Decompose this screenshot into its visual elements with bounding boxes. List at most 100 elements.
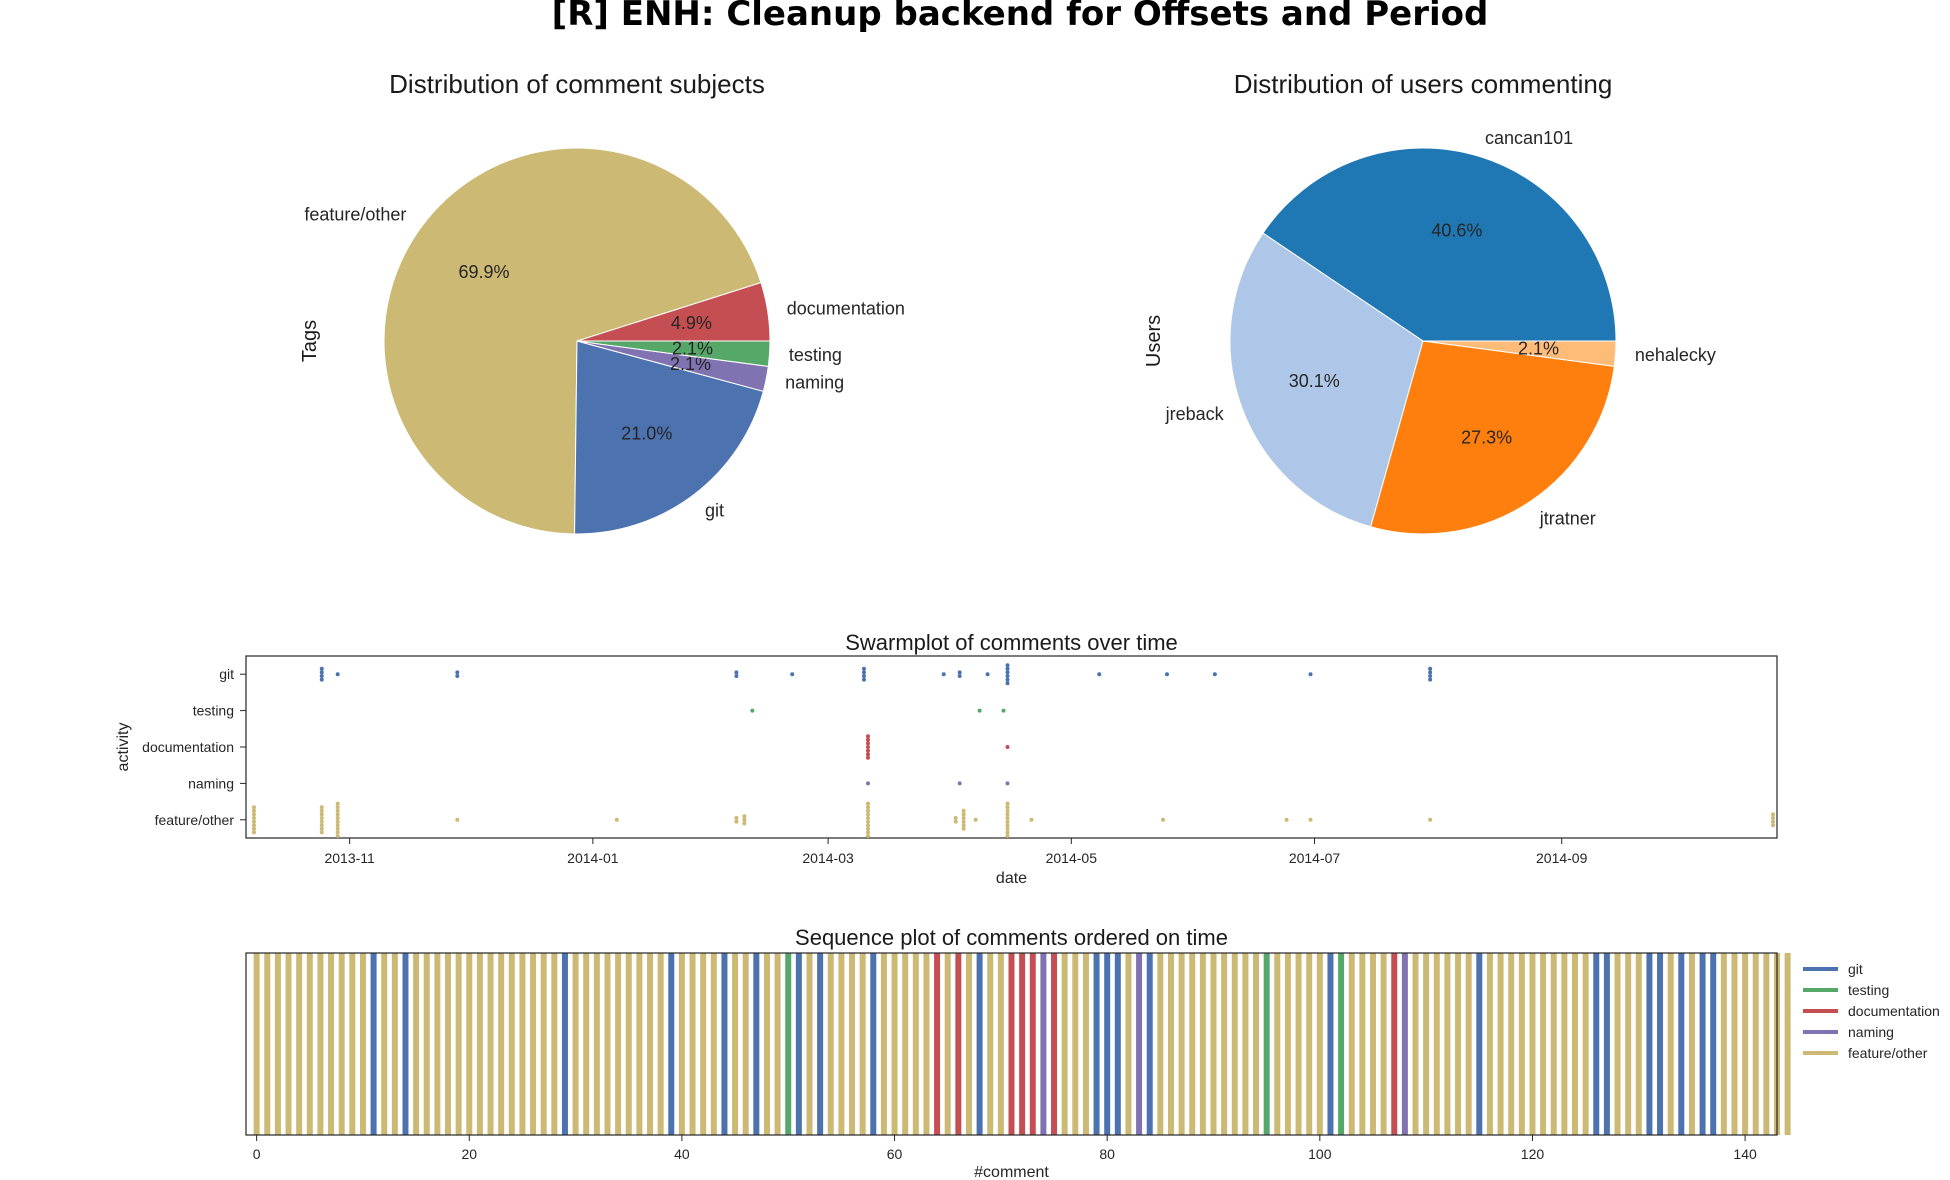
pie-slice-feature-other bbox=[383, 147, 762, 535]
swarm-point-naming bbox=[865, 781, 870, 786]
swarm-point-feature-other bbox=[319, 816, 324, 820]
pie-pct-label-nehalecky: 2.1% bbox=[1518, 339, 1559, 359]
swarm-xlabel: date bbox=[996, 870, 1027, 887]
swarm-point-feature-other bbox=[1005, 834, 1010, 838]
swarm-point-feature-other bbox=[1029, 817, 1034, 822]
swarm-point-git bbox=[1005, 677, 1010, 682]
pie-pct-label-jreback: 30.1% bbox=[1289, 371, 1340, 391]
swarm-point-feature-other bbox=[251, 823, 256, 828]
swarm-point-feature-other bbox=[319, 805, 324, 810]
swarm-point-feature-other bbox=[865, 805, 870, 810]
pie-label-documentation: documentation bbox=[787, 298, 905, 318]
x-tick-label: 2014-09 bbox=[1536, 850, 1588, 866]
swarm-point-git bbox=[335, 672, 340, 677]
swarm-point-feature-other bbox=[961, 826, 966, 831]
swarm-point-feature-other bbox=[734, 819, 739, 824]
swarm-point-feature-other bbox=[1005, 805, 1010, 810]
swarm-point-feature-other bbox=[1005, 819, 1010, 824]
pie-slice-cancan101 bbox=[1262, 147, 1617, 342]
legend-label-git: git bbox=[1848, 961, 1863, 977]
y-tick-label: feature/other bbox=[155, 812, 235, 828]
swarm-point-feature-other bbox=[1284, 817, 1289, 822]
swarm-point-feature-other bbox=[335, 808, 340, 813]
swarm-point-git bbox=[1005, 681, 1010, 686]
y-tick-label: testing bbox=[193, 703, 234, 719]
legend-label-testing: testing bbox=[1848, 982, 1889, 998]
swarm-point-feature-other bbox=[335, 819, 340, 824]
swarm-point-feature-other bbox=[335, 812, 340, 817]
swarm-point-feature-other bbox=[319, 826, 324, 831]
swarm-point-feature-other bbox=[742, 821, 747, 826]
swarm-point-testing bbox=[750, 708, 755, 713]
swarm-point-feature-other bbox=[614, 817, 619, 822]
swarm-point-feature-other bbox=[865, 830, 870, 835]
swarm-point-feature-other bbox=[1428, 817, 1433, 822]
swarm-point-feature-other bbox=[1161, 817, 1166, 822]
swarm-point-feature-other bbox=[1005, 808, 1010, 813]
pie-pct-label-documentation: 4.9% bbox=[671, 313, 712, 333]
swarm-point-documentation bbox=[865, 752, 870, 757]
swarm-point-feature-other bbox=[251, 816, 256, 820]
swarm-point-feature-other bbox=[1005, 812, 1010, 817]
swarm-point-feature-other bbox=[865, 826, 870, 831]
pie-label-git: git bbox=[705, 500, 724, 520]
swarm-point-feature-other bbox=[953, 816, 958, 820]
swarm-point-feature-other bbox=[1771, 812, 1776, 817]
x-tick-label: 0 bbox=[253, 1146, 261, 1162]
swarm-point-feature-other bbox=[961, 812, 966, 817]
swarm-point-feature-other bbox=[865, 834, 870, 838]
swarm-point-feature-other bbox=[953, 819, 958, 824]
swarm-point-git bbox=[1005, 674, 1010, 678]
pie-ylabel: Tags bbox=[299, 320, 321, 362]
swarm-point-git bbox=[861, 674, 866, 678]
swarm-point-feature-other bbox=[335, 826, 340, 831]
swarm-point-git bbox=[1097, 672, 1102, 677]
swarm-point-git bbox=[861, 666, 866, 671]
swarm-point-git bbox=[941, 672, 946, 677]
swarm-point-feature-other bbox=[1771, 823, 1776, 828]
pie-pct-label-jtratner: 27.3% bbox=[1461, 428, 1512, 448]
pie-label-jreback: jreback bbox=[1165, 404, 1225, 424]
swarm-title: Swarmplot of comments over time bbox=[845, 630, 1178, 655]
swarm-point-git bbox=[861, 670, 866, 675]
swarm-point-git bbox=[1428, 674, 1433, 678]
swarm-point-git bbox=[319, 670, 324, 675]
swarm-point-git bbox=[790, 672, 795, 677]
swarm-point-feature-other bbox=[1005, 816, 1010, 820]
x-tick-label: 100 bbox=[1308, 1146, 1332, 1162]
x-tick-label: 60 bbox=[887, 1146, 903, 1162]
x-tick-label: 140 bbox=[1733, 1146, 1757, 1162]
pie-pct-label-cancan101: 40.6% bbox=[1431, 220, 1482, 240]
swarm-point-feature-other bbox=[319, 819, 324, 824]
swarm-point-feature-other bbox=[251, 826, 256, 831]
swarm-point-feature-other bbox=[865, 801, 870, 806]
swarm-point-feature-other bbox=[1005, 823, 1010, 828]
swarm-point-feature-other bbox=[865, 823, 870, 828]
legend-label-documentation: documentation bbox=[1848, 1003, 1940, 1019]
x-tick-label: 2014-03 bbox=[802, 850, 854, 866]
swarm-ylabel: activity bbox=[115, 723, 132, 772]
swarm-point-git bbox=[957, 670, 962, 675]
pie-slice-testing bbox=[576, 340, 771, 367]
swarm-point-naming bbox=[1005, 781, 1010, 786]
pie-slice-nehalecky bbox=[1422, 340, 1617, 367]
swarm-point-documentation bbox=[1005, 745, 1010, 749]
swarm-point-feature-other bbox=[319, 812, 324, 817]
swarm-point-feature-other bbox=[335, 801, 340, 806]
pie-label-jtratner: jtratner bbox=[1539, 508, 1596, 528]
swarm-point-feature-other bbox=[961, 808, 966, 813]
sequence-title: Sequence plot of comments ordered on tim… bbox=[795, 925, 1228, 950]
pie-title: Distribution of users commenting bbox=[1234, 69, 1613, 99]
sequence-xlabel: #comment bbox=[974, 1164, 1049, 1180]
pie-slice-git bbox=[574, 340, 764, 535]
swarm-point-feature-other bbox=[1771, 819, 1776, 824]
swarm-point-git bbox=[319, 677, 324, 682]
swarm-point-naming bbox=[957, 781, 962, 786]
swarm-point-git bbox=[1428, 677, 1433, 682]
swarm-point-git bbox=[734, 670, 739, 675]
swarm-point-git bbox=[1212, 672, 1217, 677]
swarm-point-documentation bbox=[865, 748, 870, 753]
pie-label-feature-other: feature/other bbox=[304, 205, 406, 225]
x-tick-label: 2014-05 bbox=[1046, 850, 1098, 866]
